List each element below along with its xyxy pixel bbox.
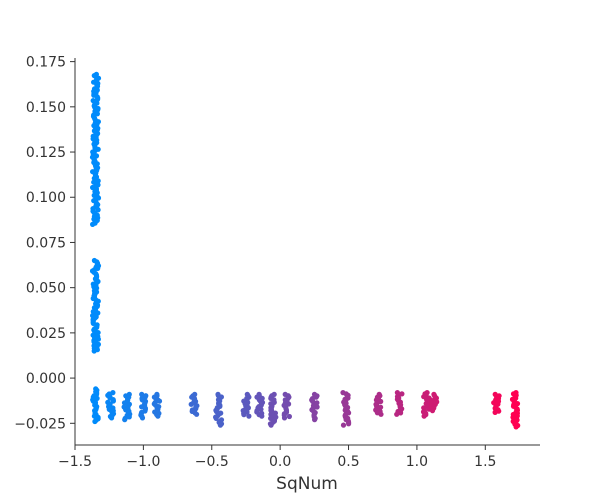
scatter-point (259, 413, 265, 419)
y-tick-label: 0.175 (26, 55, 66, 71)
scatter-point (109, 415, 115, 421)
x-axis-label: SqNum (276, 474, 338, 494)
y-tick-label: 0.050 (26, 281, 66, 297)
y-tick-label: 0.100 (26, 190, 66, 206)
scatter-point (340, 422, 347, 428)
y-tick-label: −0.025 (14, 416, 66, 432)
scatter-point (246, 413, 252, 419)
x-tick-label: −1.0 (126, 454, 160, 470)
x-tick-label: −1.5 (58, 454, 92, 470)
x-tick-label: 0.0 (269, 454, 291, 470)
scatter-point (213, 415, 219, 421)
scatter-point (194, 411, 200, 417)
scatter-point (241, 412, 247, 418)
scatter-point (91, 348, 97, 354)
scatter-point (139, 415, 146, 421)
scatter-point (155, 413, 161, 419)
data-points (89, 71, 521, 430)
scatter-point (312, 417, 318, 423)
scatter-point (94, 395, 100, 401)
scatter-point (268, 422, 274, 428)
x-axis-ticks: −1.5 −1.0 −0.5 0.0 0.5 1.0 1.5 (58, 445, 496, 470)
y-axis-ticks: −0.025 0.000 0.025 0.050 0.075 0.100 0.125 0.15… (14, 55, 75, 432)
scatter-point (281, 415, 288, 421)
scatter-point (156, 398, 163, 404)
scatter-point (139, 391, 145, 397)
scatter-point (394, 411, 400, 417)
scatter-point (314, 404, 320, 410)
scatter-point (378, 411, 384, 417)
scatter-point (346, 421, 352, 427)
scatter-point (92, 418, 98, 425)
y-tick-label: 0.000 (26, 371, 66, 387)
x-tick-label: 1.0 (406, 454, 428, 470)
x-tick-label: 0.5 (337, 454, 359, 470)
y-tick-label: 0.025 (26, 326, 66, 342)
x-tick-label: 1.5 (474, 454, 496, 470)
scatter-point (217, 422, 223, 428)
y-tick-label: 0.125 (26, 145, 66, 161)
scatter-point (513, 424, 519, 430)
scatter-point (188, 401, 194, 407)
scatter-point (286, 413, 292, 420)
scatter-point (258, 406, 264, 412)
scatter-point (378, 404, 384, 410)
scatter-point (268, 415, 274, 421)
scatter-point (126, 414, 132, 420)
y-tick-label: 0.150 (26, 100, 66, 116)
scatter-point (95, 336, 101, 342)
x-tick-label: −0.5 (195, 454, 229, 470)
y-tick-label: 0.075 (26, 235, 66, 251)
scatter-point (122, 417, 128, 423)
scatter-point (398, 410, 404, 416)
scatter-point (429, 408, 436, 414)
scatter-point (90, 221, 96, 227)
scatter-point (95, 207, 101, 213)
scatter-point (492, 409, 498, 415)
scatter-point (421, 413, 427, 419)
scatter-point (121, 400, 128, 406)
